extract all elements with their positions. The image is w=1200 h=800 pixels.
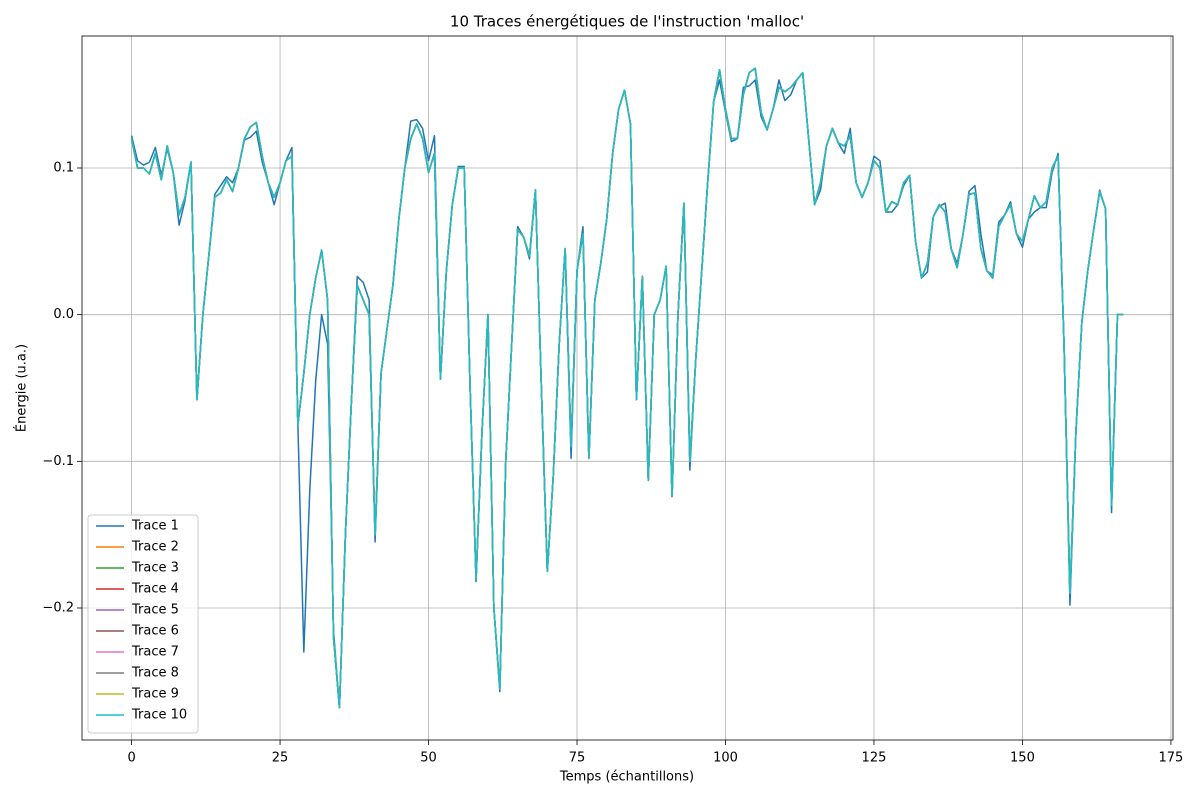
x-tick-label: 125 <box>862 751 887 766</box>
legend-label: Trace 3 <box>131 561 179 576</box>
x-tick-label: 175 <box>1159 751 1184 766</box>
legend-label: Trace 9 <box>131 687 179 702</box>
legend-label: Trace 5 <box>131 603 179 618</box>
data-line <box>130 67 1124 709</box>
legend-label: Trace 10 <box>131 708 187 723</box>
x-tick-label: 50 <box>420 751 437 766</box>
x-tick-label: 100 <box>713 751 738 766</box>
x-tick-label: 0 <box>127 751 135 766</box>
y-axis-label: Énergie (u.a.) <box>14 344 30 432</box>
y-tick-label: −0.2 <box>42 601 74 616</box>
legend-label: Trace 7 <box>131 645 179 660</box>
legend-label: Trace 8 <box>131 666 179 681</box>
x-tick-label: 150 <box>1010 751 1035 766</box>
chart-title: 10 Traces énergétiques de l'instruction … <box>450 13 804 31</box>
y-tick-label: −0.1 <box>42 454 74 469</box>
legend-box <box>87 514 199 734</box>
x-tick-label: 25 <box>272 751 289 766</box>
x-tick-label: 75 <box>569 751 586 766</box>
legend-label: Trace 2 <box>131 540 179 555</box>
legend-label: Trace 1 <box>131 519 179 534</box>
y-tick-label: 0.1 <box>53 161 74 176</box>
legend-label: Trace 6 <box>131 624 179 639</box>
legend-label: Trace 4 <box>131 582 179 597</box>
axes-frame <box>81 35 1174 741</box>
x-axis-label: Temps (échantillons) <box>559 770 694 785</box>
y-tick-label: 0.0 <box>53 307 74 322</box>
